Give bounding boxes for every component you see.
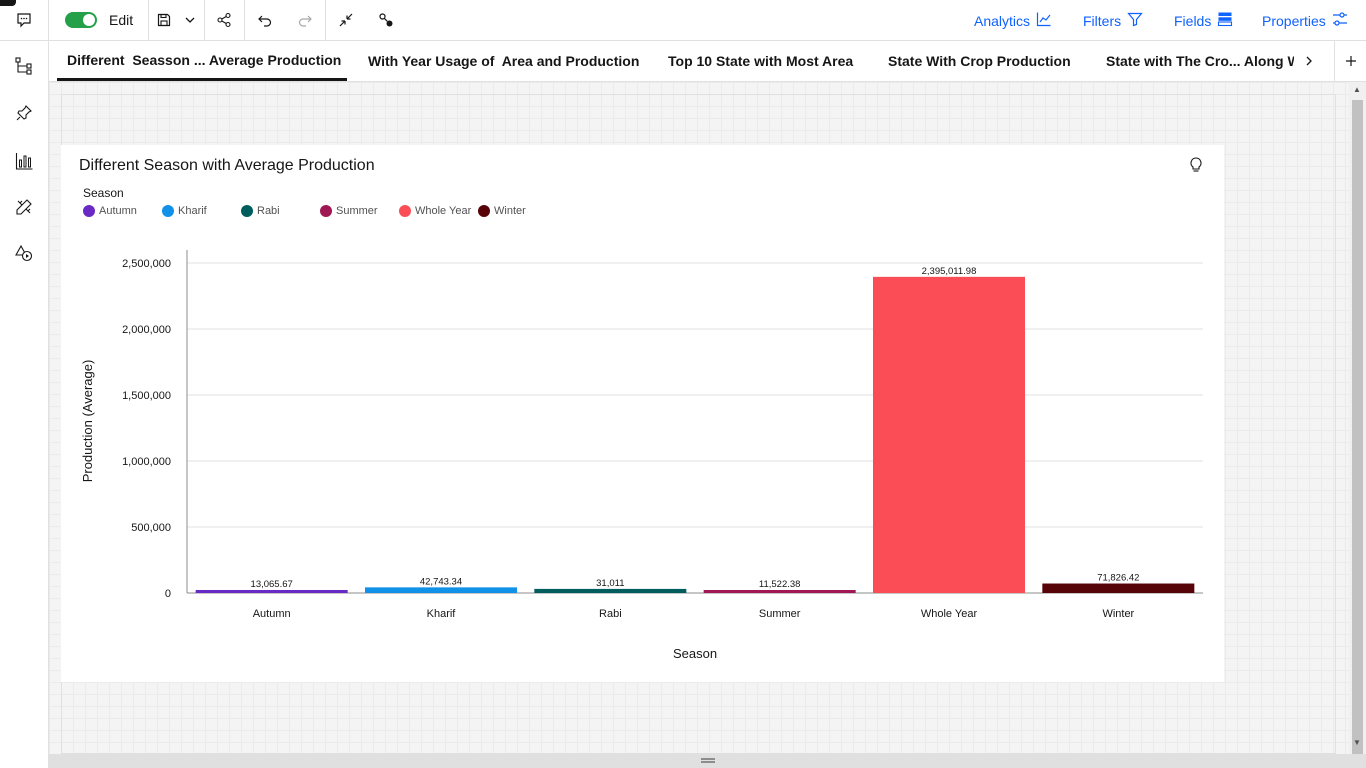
bar-value-label: 11,522.38 — [759, 579, 801, 590]
legend-title: Season — [83, 186, 124, 200]
y-tick-label: 1,000,000 — [122, 456, 171, 468]
legend-swatch — [162, 205, 174, 217]
pin-icon[interactable] — [12, 101, 36, 125]
save-icon[interactable] — [152, 0, 176, 40]
sliders-icon — [1332, 11, 1348, 30]
undo-icon[interactable] — [253, 0, 277, 40]
bar-kharif[interactable] — [365, 587, 517, 593]
fields-icon — [1217, 11, 1233, 30]
left-sidebar — [0, 41, 49, 768]
legend-label: Kharif — [178, 205, 207, 217]
tab-season-average-production[interactable]: Different Seasson ... Average Production — [57, 41, 347, 81]
bar-chart: 0 500,000 1,000,000 1,500,000 2,000,000 2,500… — [80, 250, 1203, 661]
x-tick-label: Kharif — [427, 608, 457, 620]
filter-icon — [1127, 11, 1143, 30]
chevron-down-icon[interactable] — [180, 0, 200, 40]
collapse-icon[interactable] — [334, 0, 358, 40]
properties-button[interactable]: Properties — [1262, 11, 1348, 30]
resize-grip-icon[interactable] — [701, 758, 715, 763]
bar-value-label: 71,826.42 — [1097, 573, 1139, 584]
y-tick-label: 1,500,000 — [122, 390, 171, 402]
bar-whole-year[interactable] — [873, 276, 1025, 593]
add-tab-button[interactable] — [1334, 41, 1366, 81]
x-tick-label: Summer — [759, 608, 801, 620]
legend-item-rabi[interactable]: Rabi — [241, 205, 280, 217]
plus-icon — [1345, 56, 1356, 66]
y-tick-label: 0 — [165, 588, 171, 600]
comment-icon[interactable] — [8, 0, 40, 40]
fields-button[interactable]: Fields — [1174, 11, 1233, 30]
x-tick-label: Autumn — [253, 608, 291, 620]
legend-label: Rabi — [257, 205, 280, 217]
top-toolbar: Edit Analytics Filters Fields Properties — [0, 0, 1366, 41]
legend-swatch — [83, 205, 95, 217]
legend-swatch — [320, 205, 332, 217]
tab-state-crop-production[interactable]: State With Crop Production — [888, 53, 1071, 69]
bar-value-label: 2,395,011.98 — [922, 266, 977, 277]
tools-icon[interactable] — [12, 195, 36, 219]
legend-item-kharif[interactable]: Kharif — [162, 205, 207, 217]
y-tick-label: 500,000 — [131, 522, 171, 534]
shapes-media-icon[interactable] — [12, 241, 36, 265]
edit-toggle[interactable] — [65, 12, 97, 28]
x-tick-label: Whole Year — [921, 608, 978, 620]
legend-swatch — [399, 205, 411, 217]
filters-button[interactable]: Filters — [1083, 11, 1143, 30]
bar-autumn[interactable] — [195, 590, 348, 593]
legend-item-whole-year[interactable]: Whole Year — [399, 205, 471, 217]
edit-label: Edit — [109, 12, 134, 28]
bar-summer[interactable] — [703, 590, 856, 593]
bar-value-label: 42,743.34 — [420, 576, 462, 587]
legend-label: Autumn — [99, 205, 137, 217]
chart-card[interactable]: Different Season with Average Production… — [61, 145, 1224, 682]
redo-icon[interactable] — [293, 0, 317, 40]
legend-item-winter[interactable]: Winter — [478, 205, 526, 217]
legend-item-autumn[interactable]: Autumn — [83, 205, 137, 217]
lightbulb-icon[interactable] — [1189, 157, 1203, 178]
tab-bar: Different Seasson ... Average Production… — [49, 41, 1366, 82]
bottom-resize-bar[interactable] — [49, 754, 1366, 768]
y-axis-title: Production (Average) — [80, 360, 95, 483]
x-tick-label: Winter — [1102, 608, 1134, 620]
analytics-button[interactable]: Analytics — [974, 11, 1052, 30]
scroll-thumb[interactable] — [1352, 100, 1363, 756]
notification-marker — [0, 0, 16, 6]
chart-title: Different Season with Average Production — [79, 157, 375, 174]
filters-label: Filters — [1083, 12, 1122, 29]
legend-label: Winter — [494, 205, 526, 217]
legend-item-summer[interactable]: Summer — [320, 205, 378, 217]
legend-label: Summer — [336, 205, 378, 217]
analytics-label: Analytics — [974, 12, 1031, 29]
analytics-icon — [1036, 11, 1052, 30]
properties-label: Properties — [1262, 12, 1326, 29]
y-tick-label: 2,000,000 — [122, 324, 171, 336]
tab-top10-state-area[interactable]: Top 10 State with Most Area — [668, 53, 854, 69]
vertical-scrollbar[interactable]: ▲ ▼ — [1349, 82, 1366, 756]
bar-winter[interactable] — [1042, 583, 1195, 593]
scroll-up-icon[interactable]: ▲ — [1353, 85, 1361, 94]
visualizations-icon[interactable] — [12, 149, 36, 173]
scroll-down-icon[interactable]: ▼ — [1353, 738, 1361, 747]
bar-value-label: 31,011 — [596, 578, 624, 589]
chevron-right-icon[interactable] — [1294, 41, 1324, 81]
tab-state-crop-along[interactable]: State with The Cro... Along W — [1106, 53, 1301, 69]
x-axis-title: Season — [673, 646, 717, 661]
relationship-icon[interactable] — [374, 0, 398, 40]
share-icon[interactable] — [212, 0, 236, 40]
legend-swatch — [478, 205, 490, 217]
y-tick-label: 2,500,000 — [122, 258, 171, 270]
tab-year-area-production[interactable]: With Year Usage of Area and Production — [368, 53, 640, 69]
legend-swatch — [241, 205, 253, 217]
legend-label: Whole Year — [415, 205, 472, 217]
fields-label: Fields — [1174, 12, 1212, 29]
data-tree-icon[interactable] — [12, 54, 36, 78]
bar-rabi[interactable] — [534, 588, 687, 593]
x-tick-label: Rabi — [599, 608, 622, 620]
bar-value-label: 13,065.67 — [251, 579, 293, 590]
